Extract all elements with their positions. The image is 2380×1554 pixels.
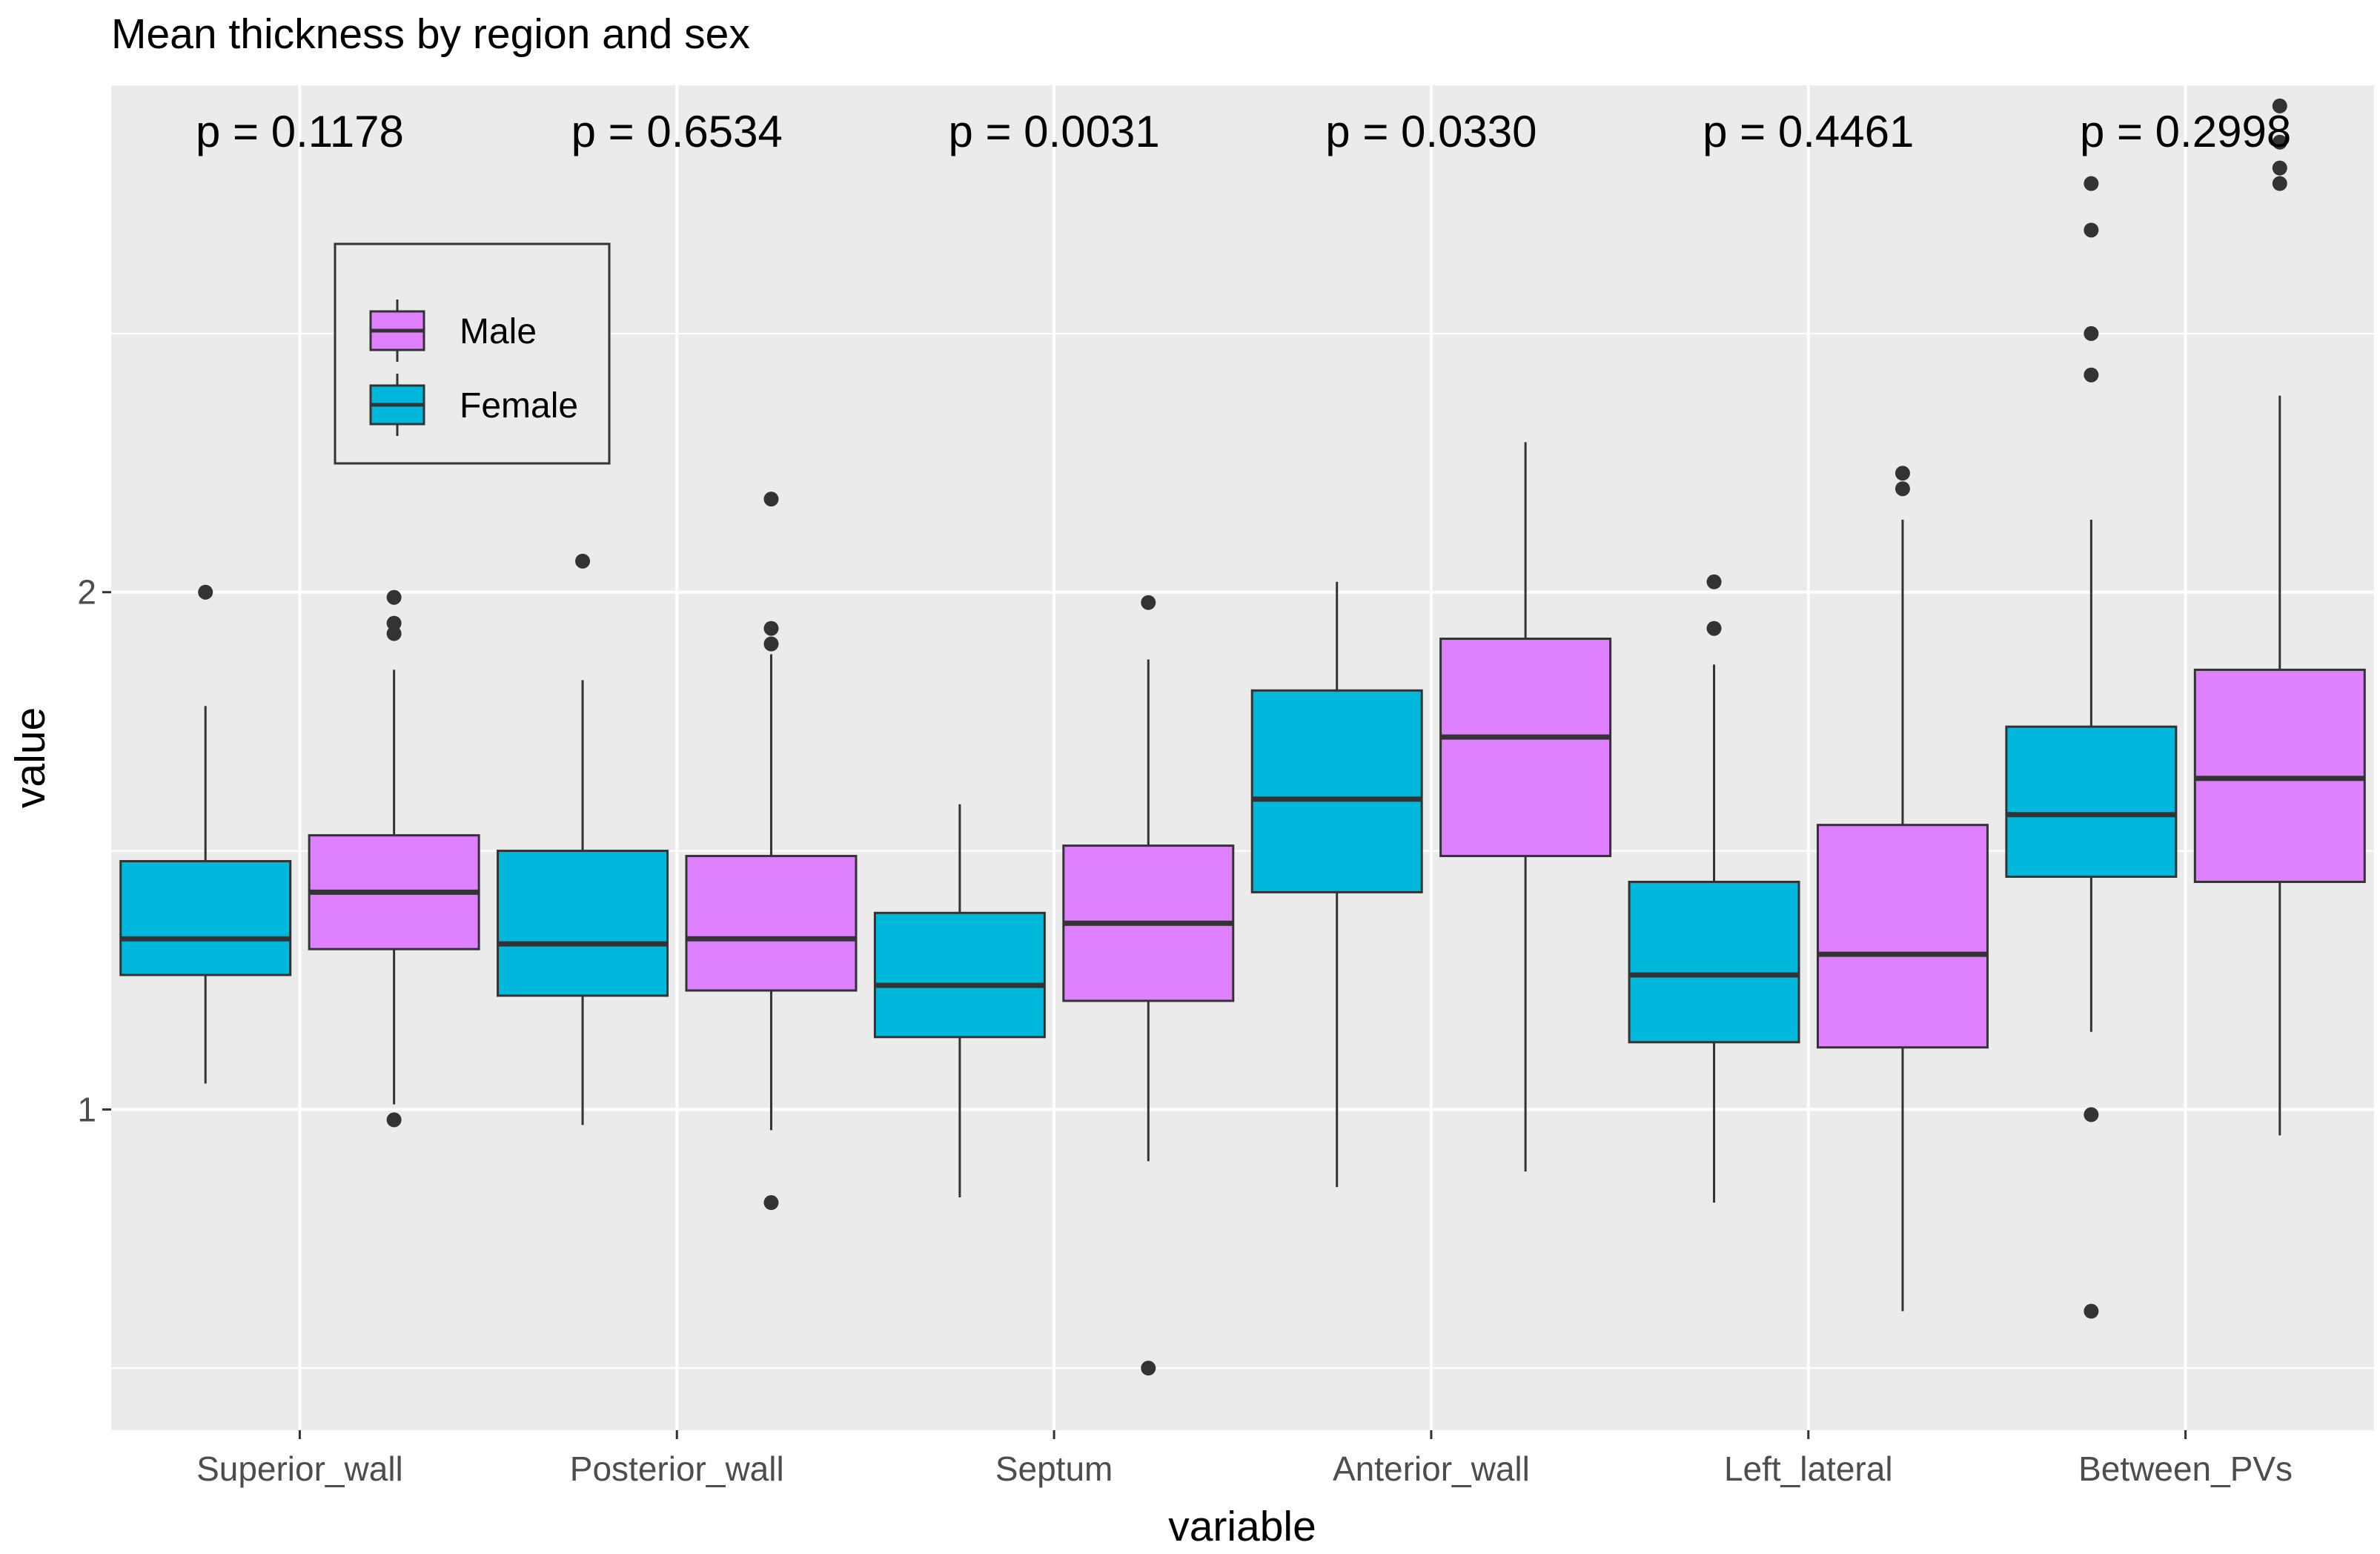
- x-axis: Superior_wall Posterior_wall Septum Anterio…: [196, 1430, 2293, 1488]
- p-value-label: p = 0.0031: [948, 107, 1159, 156]
- x-axis-label: variable: [1168, 1503, 1316, 1550]
- outlier-point: [1895, 466, 1910, 481]
- outlier-point: [1141, 595, 1156, 610]
- x-tick-label: Between_PVs: [2078, 1449, 2293, 1488]
- box-series: [119, 98, 2366, 1376]
- y-tick-label: 1: [77, 1090, 96, 1128]
- outlier-point: [2272, 160, 2287, 176]
- p-value-label: p = 0.1178: [196, 107, 404, 156]
- y-axis: 12: [77, 573, 111, 1128]
- p-value-annotations: p = 0.1178 p = 0.6534 p = 0.0031 p = 0.0330…: [196, 107, 2291, 156]
- x-tick-label: Superior_wall: [196, 1449, 403, 1488]
- outlier-point: [763, 636, 779, 652]
- box-male-left-lateral: [1816, 466, 1989, 1312]
- outlier-point: [1706, 574, 1722, 589]
- outlier-point: [2084, 222, 2099, 238]
- box-body: [119, 860, 292, 976]
- outlier-point: [763, 1195, 779, 1211]
- chart-title: Mean thickness by region and sex: [111, 10, 750, 58]
- outlier-point: [2084, 367, 2099, 383]
- y-axis-label: value: [7, 707, 54, 808]
- p-value-label: p = 0.0330: [1325, 107, 1537, 156]
- box-female-left-lateral: [1628, 574, 1800, 1203]
- outlier-point: [386, 589, 402, 605]
- box-body: [1628, 880, 1800, 1044]
- y-tick-label: 2: [77, 573, 96, 612]
- outlier-point: [386, 1112, 402, 1128]
- box-body: [1816, 824, 1989, 1049]
- outlier-point: [2084, 325, 2099, 341]
- box-body: [1439, 638, 1612, 858]
- box-body: [685, 855, 858, 992]
- legend: Male Female: [334, 242, 611, 465]
- legend-frame: [334, 242, 611, 465]
- x-tick-label: Posterior_wall: [570, 1449, 784, 1488]
- box-male-superior-wall: [308, 589, 480, 1128]
- box-female-between-pvs: [2005, 176, 2178, 1319]
- outlier-point: [2084, 176, 2099, 191]
- legend-label: Male: [460, 312, 537, 351]
- outlier-point: [1895, 481, 1910, 497]
- outlier-point: [763, 492, 779, 507]
- p-value-label: p = 0.4461: [1703, 107, 1914, 156]
- box-female-septum: [873, 804, 1046, 1198]
- outlier-point: [2084, 1303, 2099, 1319]
- box-female-anterior-wall: [1250, 581, 1423, 1188]
- p-value-label: p = 0.2998: [2080, 107, 2291, 156]
- box-male-between-pvs: [2193, 98, 2366, 1136]
- box-male-posterior-wall: [685, 492, 858, 1211]
- outlier-point: [2272, 134, 2287, 150]
- box-body: [873, 911, 1046, 1039]
- legend-label: Female: [460, 386, 578, 426]
- outlier-point: [575, 553, 591, 569]
- legend-item-male: Male: [369, 300, 537, 362]
- outlier-point: [763, 621, 779, 636]
- box-male-septum: [1062, 595, 1235, 1376]
- legend-item-female: Female: [369, 374, 578, 436]
- outlier-point: [2084, 1107, 2099, 1122]
- box-female-superior-wall: [119, 584, 292, 1084]
- box-body: [2005, 725, 2178, 878]
- p-value-label: p = 0.6534: [571, 107, 783, 156]
- box-male-anterior-wall: [1439, 442, 1612, 1172]
- box-body: [497, 850, 669, 997]
- outlier-point: [2272, 98, 2287, 113]
- x-tick-label: Anterior_wall: [1333, 1449, 1530, 1488]
- box-female-posterior-wall: [497, 553, 669, 1125]
- outlier-point: [386, 615, 402, 631]
- box-body: [1250, 689, 1423, 893]
- outlier-point: [386, 626, 402, 641]
- outlier-point: [1706, 621, 1722, 636]
- outlier-point: [1141, 1360, 1156, 1376]
- x-tick-label: Septum: [995, 1449, 1113, 1488]
- outlier-point: [198, 584, 213, 600]
- outlier-point: [2272, 176, 2287, 191]
- x-tick-label: Left_lateral: [1724, 1449, 1893, 1488]
